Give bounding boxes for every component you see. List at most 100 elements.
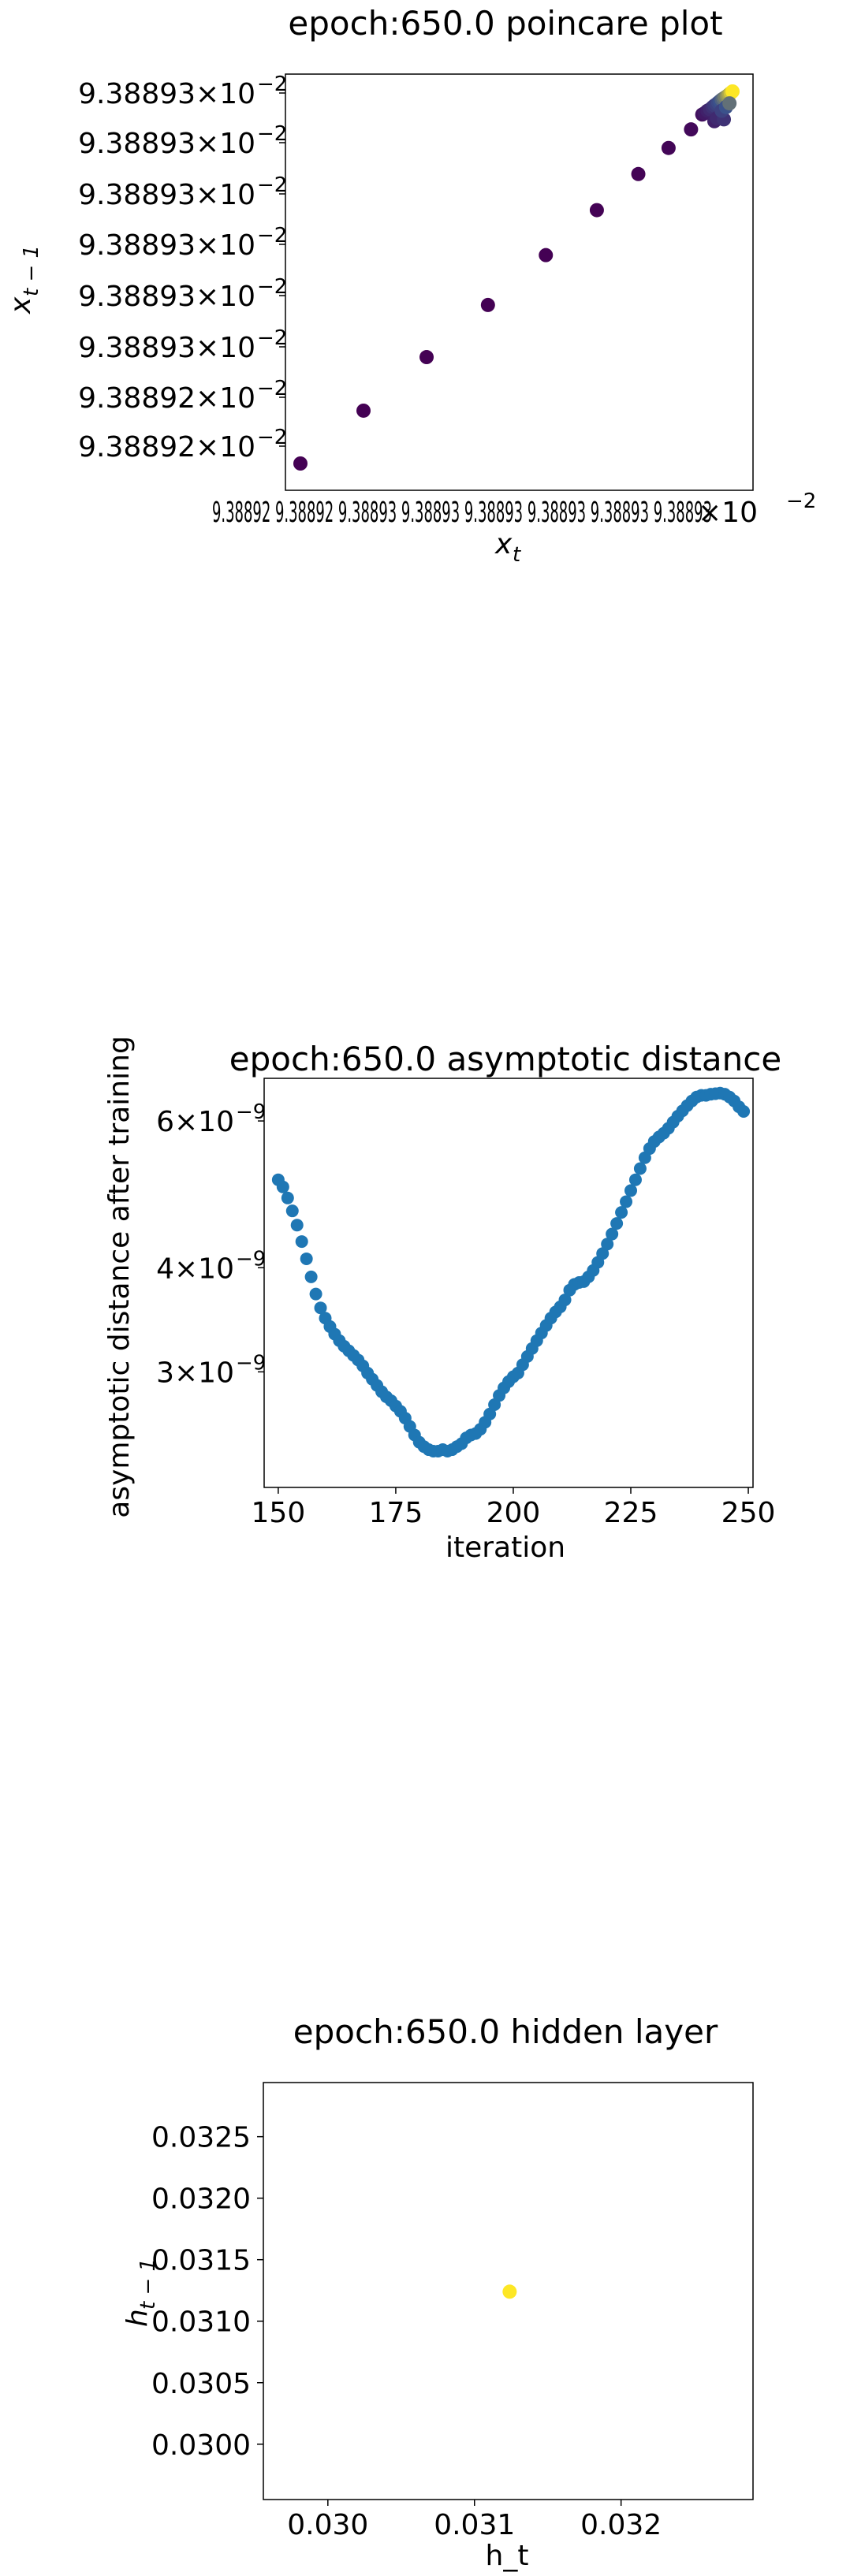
svg-text:4×10: 4×10: [156, 1253, 234, 1285]
asymptotic-point: [620, 1195, 633, 1208]
hidden-y-tick-label: 0.0300: [151, 2429, 251, 2462]
asymptotic-distance-frame: [263, 1078, 754, 1488]
poincare-plot-frame: [285, 73, 754, 491]
svg-text:9.38893×10: 9.38893×10: [78, 281, 255, 313]
asymptotic-point: [610, 1217, 624, 1230]
poincare-y-tick: 9.38893×10 −2: [78, 224, 287, 262]
svg-text:9.38893×10: 9.38893×10: [78, 332, 255, 364]
asymptotic-point: [606, 1227, 619, 1241]
asymptotic-point: [285, 1204, 299, 1218]
asymptotic-point: [281, 1191, 294, 1204]
asymptotic-y-axis-ticks: 3×10 −94×10 −96×10 −9: [156, 1100, 266, 1389]
poincare-scatter-points: [293, 84, 740, 471]
hidden-layer-panel: epoch:650.0 hidden layer 0.030 0.031 0.032…: [121, 2012, 754, 2572]
asymptotic-point: [596, 1247, 610, 1260]
hidden-y-tick-label: 0.0325: [151, 2122, 251, 2154]
asymptotic-y-tick: 3×10 −9: [156, 1351, 266, 1389]
poincare-point: [589, 203, 604, 218]
svg-text:9.38892×10: 9.38892×10: [78, 431, 255, 463]
asymptotic-x-tick-label: 200: [487, 1497, 541, 1529]
hidden-x-axis-label: h_t: [486, 2540, 529, 2572]
svg-text:−2: −2: [257, 377, 287, 400]
poincare-y-tick: 9.38893×10 −2: [78, 326, 287, 364]
asymptotic-x-tick-label: 150: [252, 1497, 306, 1529]
poincare-y-tick: 9.38892×10 −2: [78, 426, 287, 463]
hidden-layer-title: epoch:650.0 hidden layer: [293, 2012, 718, 2051]
svg-text:6×10: 6×10: [156, 1106, 234, 1138]
asymptotic-x-axis-label: iteration: [446, 1532, 565, 1564]
asymptotic-point: [633, 1162, 647, 1175]
asymptotic-point: [295, 1235, 308, 1249]
poincare-point: [725, 84, 740, 99]
svg-text:−9: −9: [236, 1247, 266, 1271]
svg-text:−2: −2: [257, 173, 287, 197]
hidden-y-axis-ticks: 0.0300 0.0305 0.0310 0.0315 0.0320 0.0325: [151, 2122, 263, 2462]
hidden-x-tick-label: 0.032: [580, 2509, 662, 2541]
poincare-point: [480, 297, 495, 312]
poincare-y-tick: 9.38893×10 −2: [78, 173, 287, 211]
poincare-plot-panel: epoch:650.0 poincare plot 9.38892×10 −29.…: [5, 4, 816, 567]
poincare-x-axis-label: x t: [494, 528, 521, 567]
svg-text:9.38893×10: 9.38893×10: [78, 229, 255, 262]
svg-text:h: h: [121, 2309, 154, 2327]
poincare-point: [661, 140, 676, 155]
svg-text:t − 1: t − 1: [136, 2258, 160, 2310]
poincare-y-tick: 9.38893×10 −2: [78, 122, 287, 160]
asymptotic-distance-title: epoch:650.0 asymptotic distance: [229, 1040, 781, 1078]
poincare-point: [419, 350, 434, 365]
asymptotic-y-tick: 6×10 −9: [156, 1100, 266, 1138]
hidden-layer-point: [502, 2284, 517, 2299]
svg-text:9.38893×10: 9.38893×10: [78, 128, 255, 160]
svg-text:9.38893×10: 9.38893×10: [78, 179, 255, 211]
asymptotic-x-tick-label: 175: [369, 1497, 423, 1529]
svg-text:−2: −2: [257, 224, 287, 248]
asymptotic-x-tick-label: 225: [604, 1497, 658, 1529]
poincare-x-tick-labels: 9.38892 9.38892 9.38893 9.38893 9.38893 …: [212, 497, 712, 529]
asymptotic-y-axis-label: asymptotic distance after training: [103, 1036, 136, 1518]
poincare-plot-title: epoch:650.0 poincare plot: [288, 4, 722, 43]
asymptotic-point: [483, 1407, 497, 1420]
asymptotic-point: [290, 1219, 304, 1232]
asymptotic-x-axis-ticks: 150 175 200 225 250: [252, 1487, 776, 1529]
svg-text:x: x: [5, 296, 37, 315]
svg-text:−2: −2: [257, 73, 287, 96]
asymptotic-point: [601, 1238, 614, 1251]
hidden-x-tick-label: 0.030: [287, 2509, 368, 2541]
svg-text:9.38893×10: 9.38893×10: [78, 78, 255, 110]
asymptotic-point: [314, 1301, 327, 1315]
hidden-y-axis-label: h t − 1: [121, 2258, 160, 2327]
poincare-y-axis-label: x t − 1: [5, 245, 43, 315]
svg-text:×10: ×10: [698, 497, 758, 529]
poincare-y-tick: 9.38893×10 −2: [78, 275, 287, 313]
svg-text:−2: −2: [257, 426, 287, 449]
asymptotic-point: [309, 1287, 322, 1301]
poincare-y-tick: 9.38892×10 −2: [78, 377, 287, 415]
asymptotic-point: [628, 1173, 642, 1186]
poincare-point: [684, 122, 699, 137]
hidden-scatter-points: [502, 2284, 517, 2299]
svg-text:−9: −9: [236, 1100, 266, 1124]
svg-text:x: x: [494, 528, 513, 560]
poincare-y-tick: 9.38893×10 −2: [78, 73, 287, 110]
svg-text:−9: −9: [236, 1351, 266, 1375]
svg-text:t − 1: t − 1: [20, 245, 43, 296]
poincare-point: [631, 166, 646, 181]
asymptotic-point: [615, 1206, 628, 1219]
hidden-x-axis-ticks: 0.030 0.031 0.032: [287, 2500, 662, 2541]
svg-text:−2: −2: [257, 275, 287, 299]
poincare-y-axis-ticks: 9.38892×10 −29.38892×10 −29.38893×10 −29.38…: [78, 73, 287, 463]
asymptotic-x-tick-label: 250: [721, 1497, 776, 1529]
hidden-layer-frame: [263, 2082, 754, 2500]
poincare-point: [356, 403, 371, 418]
hidden-y-tick-label: 0.0305: [151, 2368, 251, 2400]
asymptotic-point: [300, 1252, 313, 1265]
svg-text:−2: −2: [786, 490, 816, 513]
asymptotic-y-tick: 4×10 −9: [156, 1247, 266, 1285]
hidden-y-tick-label: 0.0310: [151, 2306, 251, 2339]
asymptotic-point: [624, 1184, 637, 1197]
asymptotic-point: [737, 1105, 751, 1119]
asymptotic-point: [276, 1180, 289, 1193]
poincare-point: [293, 456, 308, 471]
svg-text:t: t: [513, 543, 521, 567]
